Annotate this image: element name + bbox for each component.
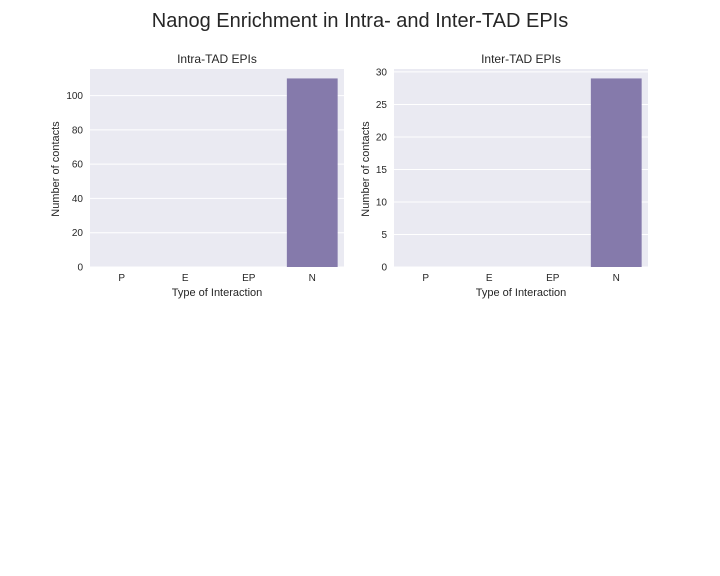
y-tick-label: 5 (381, 230, 387, 241)
x-tick-label: P (118, 273, 125, 284)
x-tick-label: E (182, 273, 189, 284)
panel-title: Intra-TAD EPIs (177, 52, 257, 66)
y-tick-label: 100 (66, 91, 83, 102)
bar-n (286, 78, 338, 267)
x-axis-label: Type of Interaction (172, 287, 263, 299)
figure-title: Nanog Enrichment in Intra- and Inter-TAD… (152, 10, 568, 32)
x-axis-label: Type of Interaction (476, 287, 567, 299)
y-axis-label: Number of contacts (360, 121, 372, 217)
x-tick-label: EP (546, 273, 560, 284)
y-tick-label: 20 (376, 132, 388, 143)
y-tick-label: 40 (72, 194, 84, 205)
x-tick-label: N (613, 273, 620, 284)
x-tick-label: E (486, 273, 493, 284)
y-tick-label: 10 (376, 197, 388, 208)
y-tick-label: 15 (376, 165, 388, 176)
x-tick-label: P (422, 273, 429, 284)
bar-n (590, 78, 642, 267)
y-tick-label: 30 (376, 67, 388, 78)
y-tick-label: 25 (376, 100, 388, 111)
panel-title: Inter-TAD EPIs (481, 52, 561, 66)
y-tick-label: 80 (72, 125, 84, 136)
y-axis-label: Number of contacts (50, 121, 62, 217)
y-tick-label: 0 (77, 263, 83, 274)
y-tick-label: 0 (381, 263, 387, 274)
x-tick-label: N (309, 273, 316, 284)
x-tick-label: EP (242, 273, 256, 284)
inter-tad-panel: Inter-TAD EPIs Type of Interaction Numbe… (360, 52, 648, 299)
y-tick-label: 60 (72, 160, 84, 171)
intra-tad-panel: Intra-TAD EPIs Type of Interaction Numbe… (50, 52, 344, 299)
y-tick-label: 20 (72, 228, 84, 239)
